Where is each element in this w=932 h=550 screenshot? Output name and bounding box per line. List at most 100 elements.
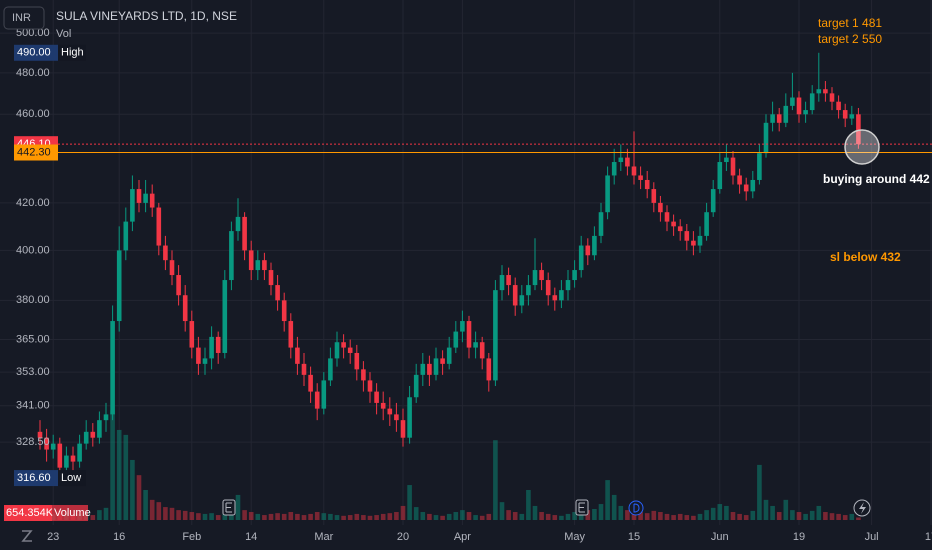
price-badge-tag (58, 470, 86, 487)
volume-bar (328, 513, 333, 520)
price-badge-tag-label: High (61, 47, 84, 59)
volume-bar (374, 515, 379, 520)
event-icon[interactable] (575, 499, 589, 516)
candle-body (770, 114, 775, 123)
candle-body (559, 290, 564, 301)
y-tick-label: 380.00 (16, 294, 50, 306)
x-tick-label: Jun (711, 531, 729, 543)
volume-bar (433, 515, 439, 520)
candle-body (367, 380, 373, 392)
candle-body (380, 402, 386, 409)
volume-bar (420, 512, 426, 520)
volume-pane (37, 410, 861, 520)
candle-body (215, 336, 221, 353)
x-tick-label: 14 (245, 531, 257, 543)
volume-bar (314, 512, 320, 520)
candle-body (57, 443, 63, 468)
candle-body (803, 110, 808, 115)
volume-bar (143, 489, 148, 520)
candle-body (565, 280, 571, 291)
volume-bar (499, 502, 505, 520)
volume-bar (644, 513, 650, 520)
candle-body (691, 240, 696, 246)
candle-body (578, 245, 584, 271)
candle-body (651, 189, 657, 203)
overlay: 500.00 480.00 460.00 420.00 400.00 380.00 365.… (14, 27, 932, 543)
volume-bar (182, 510, 188, 520)
candle-body (671, 221, 676, 227)
candle-body (281, 300, 287, 322)
price-badge (14, 144, 58, 161)
candle-body (829, 93, 835, 102)
volume-bar (116, 429, 122, 520)
currency-box[interactable] (3, 6, 45, 30)
volume-bar (823, 512, 828, 520)
dividend-icon[interactable] (628, 500, 644, 516)
candle-body (196, 347, 201, 364)
annotation: target 2 550 (818, 32, 882, 46)
event-icon[interactable] (222, 499, 236, 516)
candle-body (532, 270, 538, 286)
volume-bar (671, 515, 676, 520)
volume-bar (248, 512, 254, 520)
candle-body (37, 431, 43, 438)
volume-bar (176, 510, 181, 520)
candle-body (169, 260, 175, 276)
volume-bar (90, 515, 96, 520)
x-tick-label: 20 (397, 531, 409, 543)
volume-bar (460, 510, 465, 520)
candle-body (123, 221, 129, 251)
price-badge-label: 316.60 (17, 472, 51, 484)
candles (37, 52, 861, 479)
candle-body (783, 105, 789, 123)
volume-bar (275, 513, 280, 520)
candle-body (440, 358, 445, 364)
candle-body (361, 369, 366, 381)
volume-bar (697, 513, 703, 520)
volume-bar (770, 505, 775, 520)
split-icon[interactable] (853, 499, 871, 517)
volume-bar (281, 513, 287, 520)
volume-bar (565, 513, 571, 520)
candle-body (743, 184, 749, 192)
candle-body (730, 157, 736, 176)
x-tick-label: Mar (314, 531, 333, 543)
volume-bar (809, 510, 815, 520)
candle-body (611, 162, 617, 176)
volume-bar (684, 515, 690, 520)
y-tick-label: 420.00 (16, 197, 50, 209)
annotation: sl below 432 (830, 250, 901, 264)
candle-body (374, 391, 379, 403)
candle-body (90, 431, 96, 438)
candle-body (697, 235, 703, 246)
candle-body (790, 97, 795, 106)
x-tick-label: 17 (925, 531, 932, 543)
candle-body (809, 93, 815, 111)
volume-bar (407, 485, 412, 520)
candle-body (572, 270, 577, 281)
y-tick-label: 341.00 (16, 400, 50, 412)
volume-bar (479, 515, 485, 520)
candle-body (70, 455, 76, 462)
volume-bar (209, 513, 214, 520)
volume-bar (394, 512, 399, 520)
y-tick-label: 328.50 (16, 436, 50, 448)
candle-body (189, 321, 195, 348)
price-badge-tag (58, 44, 86, 61)
candle-body (433, 358, 439, 375)
candle-body (592, 235, 597, 256)
volume-bar (783, 499, 789, 520)
volume-bar (730, 512, 736, 520)
volume-badge-tag (52, 505, 88, 521)
volume-bar (592, 508, 597, 520)
candle-body (776, 114, 782, 123)
annotation: buying around 442 (823, 172, 930, 186)
volume-bar (466, 512, 472, 520)
volume-bar (572, 512, 577, 520)
volume-bar (638, 512, 643, 520)
candle-body (334, 342, 340, 359)
candle-body (347, 347, 353, 353)
volume-bar (526, 489, 531, 520)
volume-bar (585, 510, 591, 520)
volume-bar (149, 499, 155, 520)
